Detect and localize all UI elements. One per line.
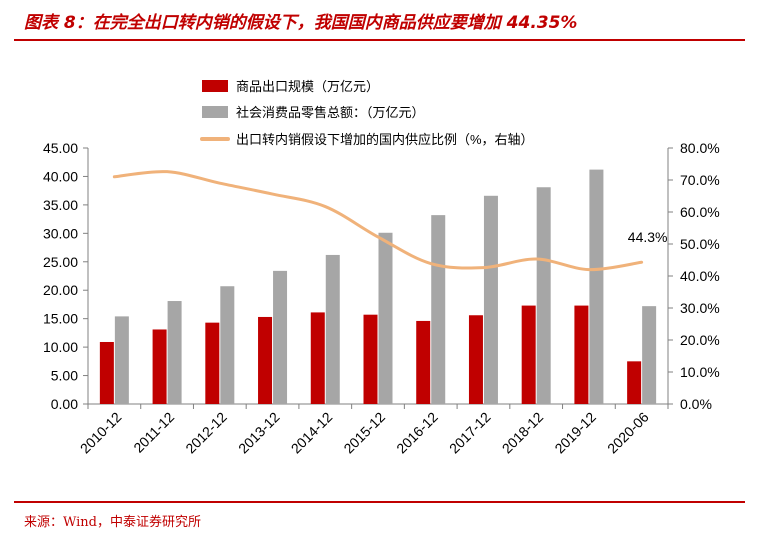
right-tick-label: 20.0%: [680, 332, 720, 348]
bar-retail-sales: [589, 169, 604, 404]
bar-retail-sales: [167, 301, 182, 404]
bar-retail-sales: [642, 306, 657, 404]
bar-export: [152, 329, 167, 404]
legend-swatch-retail: [202, 106, 228, 118]
x-tick-label: 2020-06: [604, 409, 652, 457]
legend-label-export: 商品出口规模（万亿元）: [236, 79, 379, 94]
x-tick-label: 2010-12: [77, 409, 125, 457]
data-label-2020-06: 44.3%: [628, 229, 668, 245]
bar-export: [627, 361, 642, 404]
right-tick-label: 0.0%: [680, 396, 712, 412]
x-tick-label: 2018-12: [499, 409, 547, 457]
title-divider: [14, 39, 745, 41]
page-title: 图表 8：在完全出口转内销的假设下，我国国内商品供应要增加 44.35%: [24, 13, 578, 33]
bar-retail-sales: [536, 187, 551, 404]
right-tick-label: 40.0%: [680, 268, 720, 284]
left-tick-label: 15.00: [43, 311, 78, 327]
x-tick-label: 2013-12: [235, 409, 283, 457]
x-tick-label: 2016-12: [393, 409, 441, 457]
right-tick-label: 70.0%: [680, 172, 720, 188]
chart-bars: [99, 169, 657, 404]
legend-label-ratio: 出口转内销假设下增加的国内供应比例（%，右轴）: [236, 132, 534, 147]
bar-export: [310, 312, 325, 404]
bar-export: [363, 314, 378, 404]
bar-export: [468, 315, 483, 404]
legend-label-retail: 社会消费品零售总额：（万亿元）: [236, 105, 425, 120]
bar-export: [574, 305, 589, 404]
x-tick-label: 2017-12: [446, 409, 494, 457]
left-tick-label: 45.00: [43, 140, 78, 156]
x-tick-label: 2019-12: [551, 409, 599, 457]
bar-retail-sales: [114, 316, 129, 404]
bar-export: [205, 322, 220, 404]
bar-retail-sales: [483, 195, 498, 404]
bar-export: [99, 341, 114, 404]
legend-swatch-export: [202, 80, 228, 92]
left-tick-label: 5.00: [51, 368, 78, 384]
left-tick-label: 10.00: [43, 339, 78, 355]
chart-line: 44.3%: [112, 170, 668, 272]
bar-export: [521, 305, 536, 404]
left-tick-label: 20.00: [43, 282, 78, 298]
right-tick-label: 80.0%: [680, 140, 720, 156]
bar-retail-sales: [273, 270, 288, 404]
bar-retail-sales: [220, 286, 235, 404]
left-tick-label: 25.00: [43, 254, 78, 270]
right-tick-label: 60.0%: [680, 204, 720, 220]
right-tick-label: 50.0%: [680, 236, 720, 252]
x-tick-label: 2015-12: [340, 409, 388, 457]
right-tick-label: 10.0%: [680, 364, 720, 380]
left-tick-label: 30.00: [43, 225, 78, 241]
bar-export: [258, 316, 273, 404]
chart-legend: 商品出口规模（万亿元） 社会消费品零售总额：（万亿元） 出口转内销假设下增加的国内供…: [200, 79, 534, 147]
footer-divider: [14, 501, 745, 503]
bar-retail-sales: [325, 254, 340, 404]
left-tick-label: 0.00: [51, 396, 78, 412]
chart-axes: [83, 147, 673, 409]
x-tick-label: 2012-12: [182, 409, 230, 457]
bar-export: [416, 320, 431, 404]
line-supply-ratio: [112, 170, 644, 272]
x-tick-label: 2014-12: [288, 409, 336, 457]
bar-retail-sales: [431, 215, 446, 404]
bar-retail-sales: [378, 232, 393, 404]
right-tick-label: 30.0%: [680, 300, 720, 316]
left-tick-label: 35.00: [43, 197, 78, 213]
x-tick-label: 2011-12: [130, 409, 177, 456]
source-note: 来源：Wind，中泰证券研究所: [24, 515, 201, 530]
left-tick-label: 40.00: [43, 168, 78, 184]
